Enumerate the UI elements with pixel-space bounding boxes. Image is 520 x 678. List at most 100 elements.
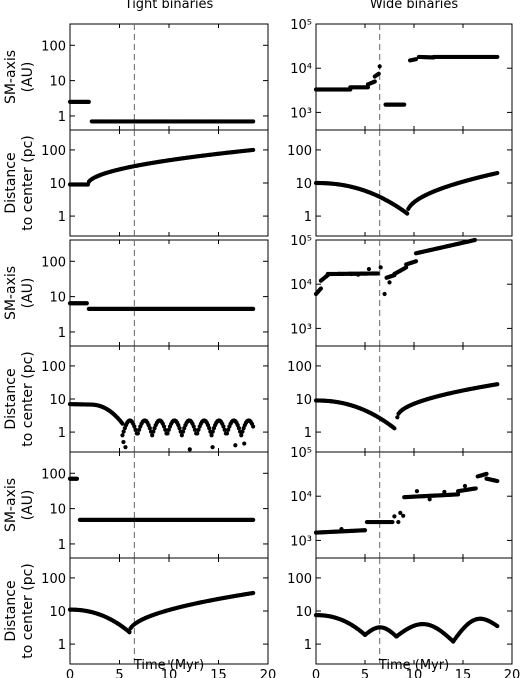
data-point	[392, 426, 397, 431]
y-tick-label: 100	[41, 255, 66, 270]
panel-tight-sm_axis-1: 1 10 100 SM-axis(AU)	[3, 23, 269, 131]
panel-frame	[315, 345, 513, 453]
data-point	[120, 421, 125, 426]
data-point	[86, 99, 91, 104]
data-point	[365, 85, 371, 90]
y-axis-label-line: SM-axis	[3, 50, 19, 104]
data-point	[226, 427, 231, 432]
data-point	[84, 301, 89, 306]
data-point	[495, 54, 500, 60]
data-point	[210, 445, 215, 450]
y-axis-label-line: (AU)	[20, 62, 36, 93]
data-point	[221, 424, 226, 429]
data-point	[401, 513, 406, 518]
data-point	[398, 510, 403, 515]
data-point	[163, 427, 168, 432]
y-tick-label: 10⁴	[290, 278, 312, 293]
panel-frame	[315, 557, 513, 665]
y-tick-label: 10⁴	[290, 62, 312, 77]
panel-tight-distance-1: 1 10 100 Distanceto center (pc)	[3, 129, 269, 237]
y-tick-label: 10³	[290, 106, 312, 121]
panel-grid: 110100SM-axis(AU)10³10⁴10⁵110100Distance…	[3, 18, 520, 678]
x-axis-label-tight: Time (Myr)	[133, 658, 204, 673]
x-tick-label: 0	[66, 668, 74, 678]
data-point	[427, 497, 432, 502]
data-point	[413, 57, 419, 62]
panel-wide-sm_axis-2: 10³ 10⁴ 10⁵	[290, 234, 513, 347]
panel-wide-sm_axis-1: 10³ 10⁴ 10⁵	[290, 18, 513, 131]
data-point	[233, 443, 238, 448]
y-axis-label: SM-axis(AU)	[3, 266, 36, 320]
y-tick-label: 10³	[290, 322, 312, 337]
data-point	[132, 424, 137, 429]
x-axis-label-wide: Time (Myr)	[378, 658, 449, 673]
data-point	[74, 476, 80, 481]
x-tick-label: 10	[406, 668, 423, 678]
data-point	[495, 382, 500, 387]
data-point	[192, 427, 198, 432]
data-point	[251, 306, 256, 311]
y-tick-label: 100	[287, 144, 312, 159]
data-point	[376, 71, 381, 76]
data-point	[209, 433, 214, 438]
data-point	[456, 492, 461, 497]
x-tick-label: 0	[312, 668, 320, 678]
data-point	[165, 431, 170, 436]
data-point	[495, 170, 500, 176]
x-tick-label: 5	[361, 668, 369, 678]
data-point	[404, 265, 409, 270]
data-point	[366, 266, 372, 272]
data-point	[387, 280, 392, 285]
panel-tight-distance-2: 1 10 100 Distanceto center (pc)	[3, 345, 269, 453]
data-point	[251, 424, 256, 429]
panel-wide-sm_axis-3: 10³ 10⁴ 10⁵	[290, 446, 513, 559]
data-point	[356, 272, 361, 277]
y-tick-label: 1	[58, 638, 66, 653]
y-tick-label: 100	[41, 39, 66, 54]
data-point	[405, 211, 410, 216]
y-tick-label: 1	[304, 638, 312, 653]
data-point	[339, 527, 344, 532]
y-tick-label: 100	[41, 467, 66, 482]
y-axis-label-line: to center (pc)	[20, 351, 36, 447]
data-point	[375, 271, 380, 276]
y-tick-label: 10	[49, 177, 66, 192]
data-point	[484, 471, 489, 476]
data-point	[210, 429, 215, 434]
y-tick-label: 100	[41, 144, 66, 159]
y-tick-label: 10	[295, 393, 312, 408]
y-axis-label-line: SM-axis	[3, 478, 19, 532]
panel-frame	[315, 451, 513, 559]
data-point	[195, 431, 200, 436]
y-axis-label-line: to center (pc)	[20, 135, 36, 231]
data-point	[392, 514, 397, 519]
data-point	[222, 427, 227, 432]
x-tick-label: 20	[260, 668, 277, 678]
data-point	[135, 431, 141, 436]
y-tick-label: 1	[304, 210, 312, 225]
x-tick-label: 15	[455, 668, 472, 678]
x-tick-label: 10	[161, 668, 178, 678]
data-point	[179, 433, 184, 438]
y-axis-label: Distanceto center (pc)	[3, 135, 36, 231]
panel-wide-distance-3: 1 10 100 0 5 10 15 20	[287, 557, 520, 678]
data-point	[123, 445, 128, 450]
x-tick-label: 20	[504, 668, 520, 678]
data-point	[121, 439, 126, 445]
panel-tight-distance-3: 1 10 100 0 5 10 15 20 Distanceto center (pc)	[3, 557, 277, 678]
data-point	[251, 119, 256, 124]
y-axis-label-line: Distance	[3, 580, 19, 641]
panel-frame	[315, 23, 513, 131]
panel-frame	[69, 345, 269, 453]
data-point	[147, 426, 152, 431]
data-point	[120, 433, 125, 438]
panel-wide-distance-1: 1 10 100	[287, 129, 513, 237]
y-tick-label: 1	[58, 110, 66, 125]
data-point	[251, 147, 256, 153]
y-tick-label: 100	[41, 360, 66, 375]
y-tick-label: 10⁵	[290, 234, 312, 249]
data-point	[239, 433, 244, 438]
y-axis-label: Distanceto center (pc)	[3, 563, 36, 659]
data-point	[349, 271, 354, 277]
y-tick-label: 1	[58, 210, 66, 225]
